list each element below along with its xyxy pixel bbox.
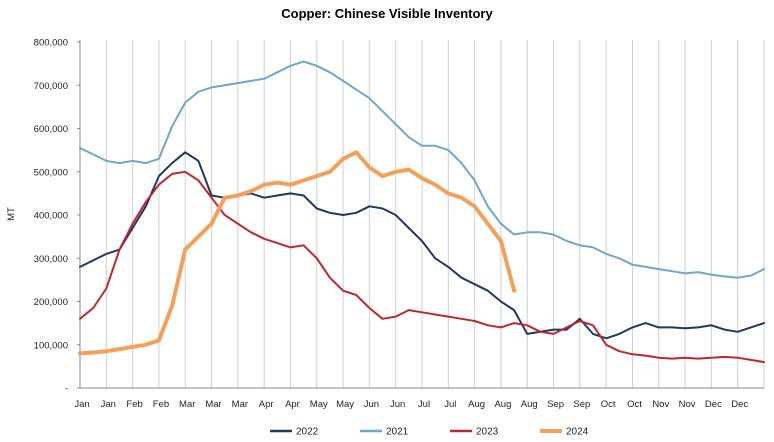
x-tick-label: Jun xyxy=(390,399,405,410)
x-tick-label: Aug xyxy=(494,399,511,410)
x-tick-label: Sep xyxy=(573,399,590,410)
legend-label-2022: 2022 xyxy=(296,427,319,438)
x-tick-label: Oct xyxy=(601,399,616,410)
x-tick-label: Nov xyxy=(679,399,696,410)
x-tick-label: Jan xyxy=(101,399,116,410)
x-tick-label: Apr xyxy=(285,399,300,410)
y-tick-label: 300,000 xyxy=(34,254,68,265)
grid-layer xyxy=(79,40,765,388)
x-tick-label: Feb xyxy=(126,399,142,410)
x-tick-label: Jul xyxy=(418,399,430,410)
x-tick-label: Mar xyxy=(232,399,248,410)
legend-label-2024: 2024 xyxy=(566,427,589,438)
x-tick-label: Aug xyxy=(468,399,485,410)
x-tick-label: Jun xyxy=(364,399,379,410)
x-tick-label: Apr xyxy=(259,399,274,410)
series-layer xyxy=(78,60,765,364)
x-tick-label: Mar xyxy=(205,399,221,410)
x-tick-label: Mar xyxy=(179,399,195,410)
y-tick-label: - xyxy=(65,384,68,395)
y-tick-label: 200,000 xyxy=(34,297,68,308)
x-tick-label: May xyxy=(310,399,328,410)
y-tick-label: 700,000 xyxy=(34,81,68,92)
x-tick-label: Nov xyxy=(652,399,669,410)
y-axis-title: MT xyxy=(6,207,17,221)
x-tick-label: May xyxy=(336,399,354,410)
legend: 2022 2021 2023 2024 xyxy=(270,427,589,438)
chart-title: Copper: Chinese Visible Inventory xyxy=(281,6,493,21)
legend-label-2023: 2023 xyxy=(476,427,499,438)
series-line-2021 xyxy=(79,60,765,279)
x-tick-label: Sep xyxy=(547,399,564,410)
series-line-2022 xyxy=(79,151,765,340)
y-tick-label: 500,000 xyxy=(34,167,68,178)
series-line-2023 xyxy=(79,170,765,364)
x-tick-label: Dec xyxy=(705,399,722,410)
x-tick-label: Jul xyxy=(444,399,456,410)
y-tick-label: 400,000 xyxy=(34,211,68,222)
x-tick-label: Oct xyxy=(627,399,642,410)
x-tick-label: Feb xyxy=(153,399,169,410)
x-tick-label: Jan xyxy=(74,399,89,410)
x-tick-label: Aug xyxy=(521,399,538,410)
x-tick-label: Dec xyxy=(731,399,748,410)
ytick-layer: - 100,000 200,000 300,000 400,000 500,000 600,… xyxy=(34,38,80,395)
legend-label-2021: 2021 xyxy=(386,427,409,438)
y-tick-label: 800,000 xyxy=(34,38,68,49)
series-line-2024 xyxy=(78,150,517,356)
y-tick-label: 600,000 xyxy=(34,124,68,135)
y-tick-label: 100,000 xyxy=(34,340,68,351)
xtick-layer: Jan Jan Feb Feb Mar Mar Mar Apr Apr May May Jun Jun J… xyxy=(74,399,748,410)
